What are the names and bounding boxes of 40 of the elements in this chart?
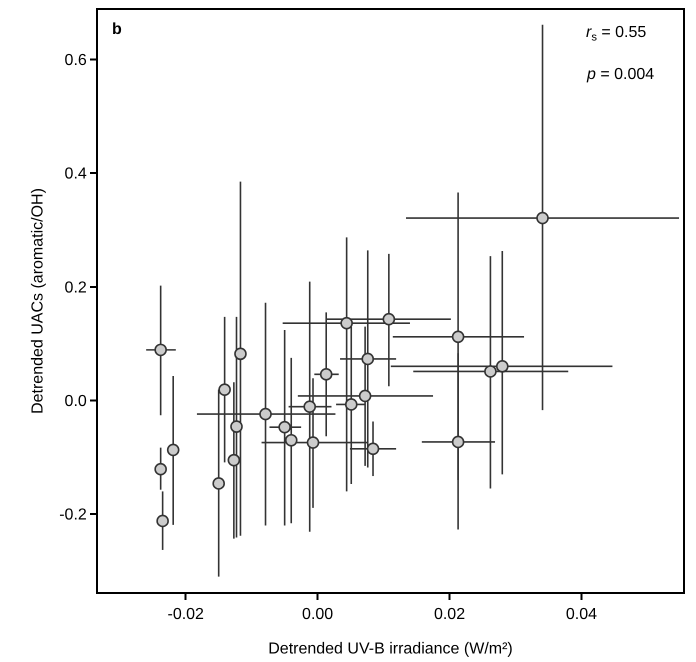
annotation: p = 0.004 <box>586 66 654 83</box>
point <box>156 514 169 528</box>
point <box>228 454 240 466</box>
y-tick-label: 0.2 <box>64 279 87 296</box>
x-tick-label: 0.00 <box>302 606 334 624</box>
annotation: r$_{s}$ = 0.55 <box>586 24 646 44</box>
point <box>452 330 464 344</box>
point <box>212 477 225 490</box>
x-axis-title: Detrended UV-B irradiance (W/m²) <box>268 640 513 658</box>
point <box>382 312 396 326</box>
annotation: b <box>112 21 122 38</box>
point <box>536 212 549 224</box>
point <box>484 365 497 378</box>
point <box>452 436 464 448</box>
point <box>340 316 353 330</box>
point <box>303 400 316 414</box>
point <box>306 436 320 449</box>
point <box>496 360 509 373</box>
point <box>320 368 332 381</box>
point <box>284 434 298 447</box>
point <box>154 462 167 476</box>
x-tick-label: -0.02 <box>167 606 204 624</box>
point <box>154 344 167 356</box>
y-tick-label: 0.4 <box>64 166 87 183</box>
y-axis-title: Detrended UACs (aromatic/OH) <box>30 188 47 414</box>
y-tick-label: 0.6 <box>64 52 87 70</box>
point <box>366 442 380 456</box>
point <box>218 383 231 396</box>
point <box>230 420 243 433</box>
point <box>361 352 374 366</box>
point <box>259 408 272 420</box>
point <box>358 390 372 402</box>
y-tick-label: 0.0 <box>64 393 87 410</box>
point <box>344 398 358 411</box>
point <box>234 348 247 360</box>
x-tick-label: 0.02 <box>434 606 466 624</box>
y-tick-label: -0.2 <box>59 506 87 524</box>
point <box>278 420 291 434</box>
x-tick-label: 0.04 <box>566 606 598 624</box>
point <box>166 444 180 456</box>
